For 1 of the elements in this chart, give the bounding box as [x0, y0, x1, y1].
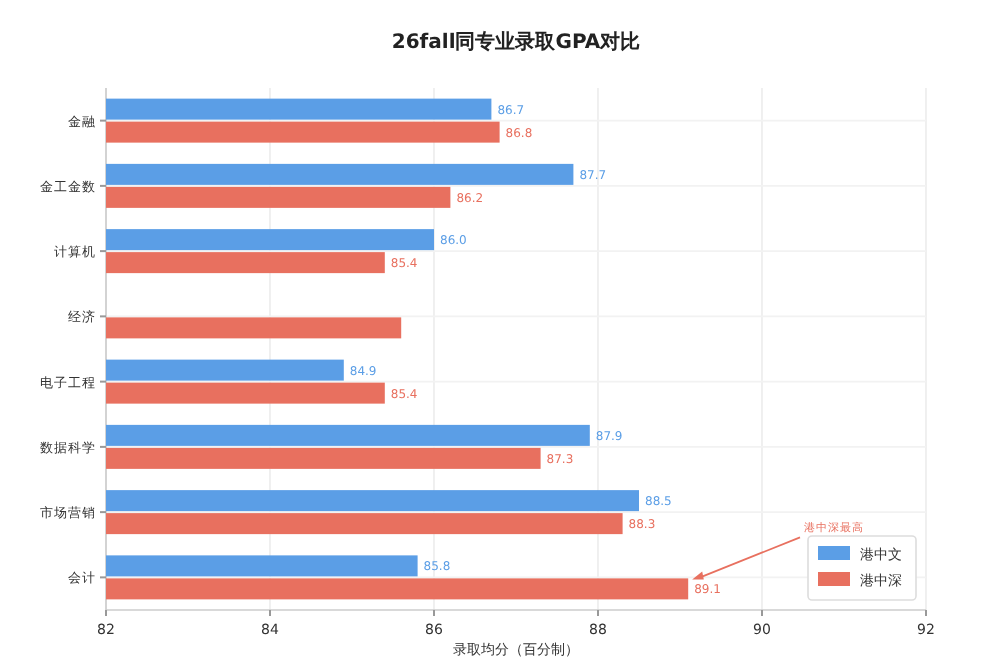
chart-title: 26fall同专业录取GPA对比	[391, 30, 641, 54]
